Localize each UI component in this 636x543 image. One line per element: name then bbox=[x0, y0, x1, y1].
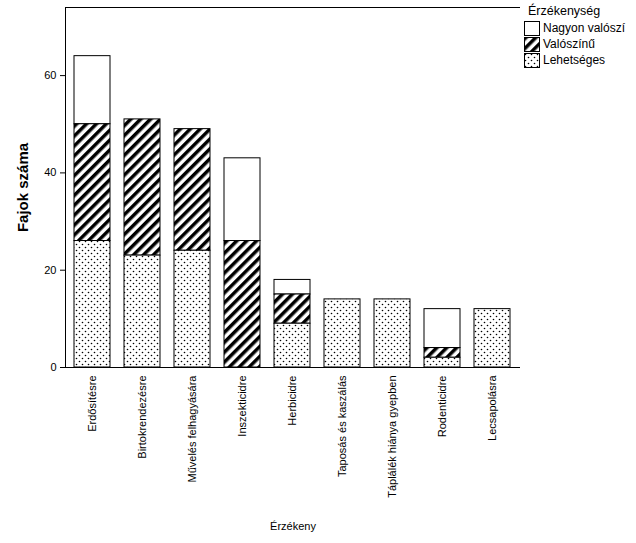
html-text:Valószínű: Valószínű bbox=[543, 37, 595, 51]
svg-text:Érzékeny: Érzékeny bbox=[270, 520, 316, 532]
svg-text:Herbicidre: Herbicidre bbox=[286, 376, 298, 426]
svg-text:Erdősítésre: Erdősítésre bbox=[86, 376, 98, 432]
html-text:Nagyon valószí: Nagyon valószí bbox=[543, 21, 625, 35]
svg-text:Táplálék hiánya gyepben: Táplálék hiánya gyepben bbox=[386, 376, 398, 498]
svg-text:Birtokrendezésre: Birtokrendezésre bbox=[136, 376, 148, 459]
svg-text:Inszekticidre: Inszekticidre bbox=[236, 376, 248, 437]
html-text:Érzékenység: Érzékenység bbox=[528, 4, 601, 18]
svg-text:20: 20 bbox=[44, 264, 56, 276]
svg-text:40: 40 bbox=[44, 166, 56, 178]
svg-text:Lecsapolásra: Lecsapolásra bbox=[486, 375, 498, 441]
svg-text:Rodenticidre: Rodenticidre bbox=[436, 376, 448, 438]
svg-text:60: 60 bbox=[44, 69, 56, 81]
svg-text:0: 0 bbox=[50, 361, 56, 373]
html-text:Lehetséges: Lehetséges bbox=[543, 53, 606, 67]
svg-text:Művelés felhagyására: Művelés felhagyására bbox=[186, 375, 198, 483]
svg-text:Fajok száma: Fajok száma bbox=[14, 142, 31, 232]
svg-text:Taposás és kaszálás: Taposás és kaszálás bbox=[336, 375, 348, 477]
